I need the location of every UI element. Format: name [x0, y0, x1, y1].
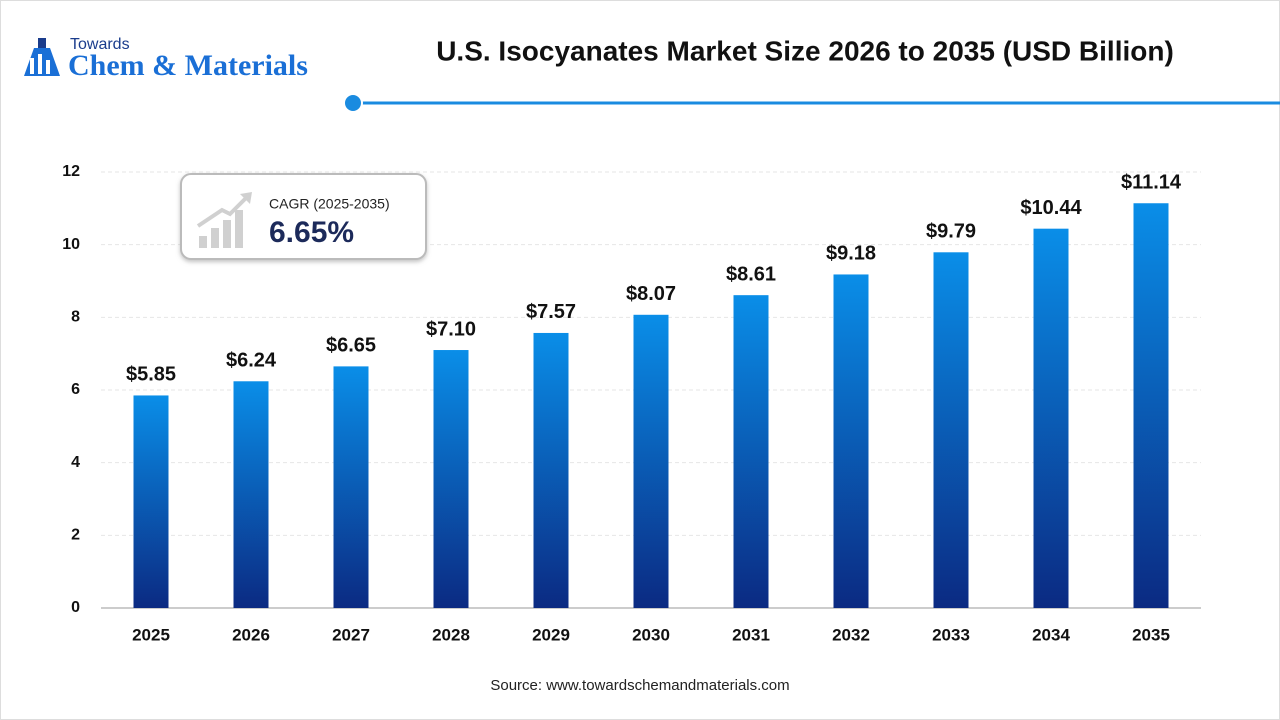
bar — [633, 314, 669, 608]
value-label: $10.44 — [1020, 197, 1082, 219]
value-label: $8.07 — [626, 283, 676, 305]
x-tick-label: 2027 — [332, 625, 370, 644]
x-tick-label: 2031 — [732, 625, 770, 644]
y-tick-label: 8 — [71, 309, 80, 326]
cagr-box: CAGR (2025-2035) 6.65% — [180, 173, 427, 260]
title-rule-dot — [343, 93, 363, 113]
value-label: $8.61 — [726, 263, 776, 285]
cagr-icon — [196, 192, 252, 248]
logo-icon — [38, 38, 46, 48]
y-tick-label: 4 — [71, 454, 80, 471]
logo: Towards Chem & Materials — [24, 36, 308, 82]
value-label: $7.57 — [526, 301, 576, 323]
plot: 0 2 4 6 8 10 12 2025 $5.85 2026 $6.24 2027 $6.65 2028… — [62, 163, 1201, 644]
bar — [533, 332, 569, 608]
y-tick-label: 12 — [62, 163, 80, 180]
value-label: $7.10 — [426, 318, 476, 340]
value-label: $9.79 — [926, 221, 976, 243]
value-label: $6.65 — [326, 335, 376, 357]
bar — [133, 395, 169, 608]
y-tick-label: 6 — [71, 381, 80, 398]
value-label: $6.24 — [226, 350, 277, 372]
bar — [433, 350, 469, 608]
cagr-value: 6.65% — [269, 216, 354, 249]
bar — [933, 252, 969, 608]
x-tick-label: 2033 — [932, 625, 970, 644]
x-tick-label: 2026 — [232, 625, 270, 644]
bar — [1033, 228, 1069, 608]
value-label: $5.85 — [126, 364, 176, 386]
x-tick-label: 2025 — [132, 625, 170, 644]
logo-icon — [38, 54, 42, 74]
y-tick-label: 2 — [71, 527, 80, 544]
x-tick-label: 2030 — [632, 625, 670, 644]
bar — [833, 274, 869, 608]
y-tick-label: 0 — [71, 599, 80, 616]
cagr-label: CAGR (2025-2035) — [269, 196, 390, 212]
value-label: $11.14 — [1121, 172, 1182, 194]
chart-title: U.S. Isocyanates Market Size 2026 to 203… — [436, 35, 1174, 66]
bar — [1133, 203, 1169, 608]
y-tick-label: 10 — [62, 236, 80, 253]
bar — [233, 381, 269, 608]
logo-icon — [30, 58, 34, 74]
x-tick-label: 2028 — [432, 625, 470, 644]
x-tick-label: 2029 — [532, 625, 570, 644]
bar — [333, 366, 369, 608]
bar — [733, 295, 769, 608]
x-tick-label: 2032 — [832, 625, 870, 644]
logo-name: Chem & Materials — [68, 49, 308, 82]
logo-icon — [46, 60, 50, 74]
x-tick-label: 2034 — [1032, 625, 1070, 644]
logo-top: Towards — [70, 36, 130, 53]
x-tick-label: 2035 — [1132, 625, 1170, 644]
value-label: $9.18 — [826, 243, 876, 265]
source: Source: www.towardschemandmaterials.com — [490, 677, 789, 694]
